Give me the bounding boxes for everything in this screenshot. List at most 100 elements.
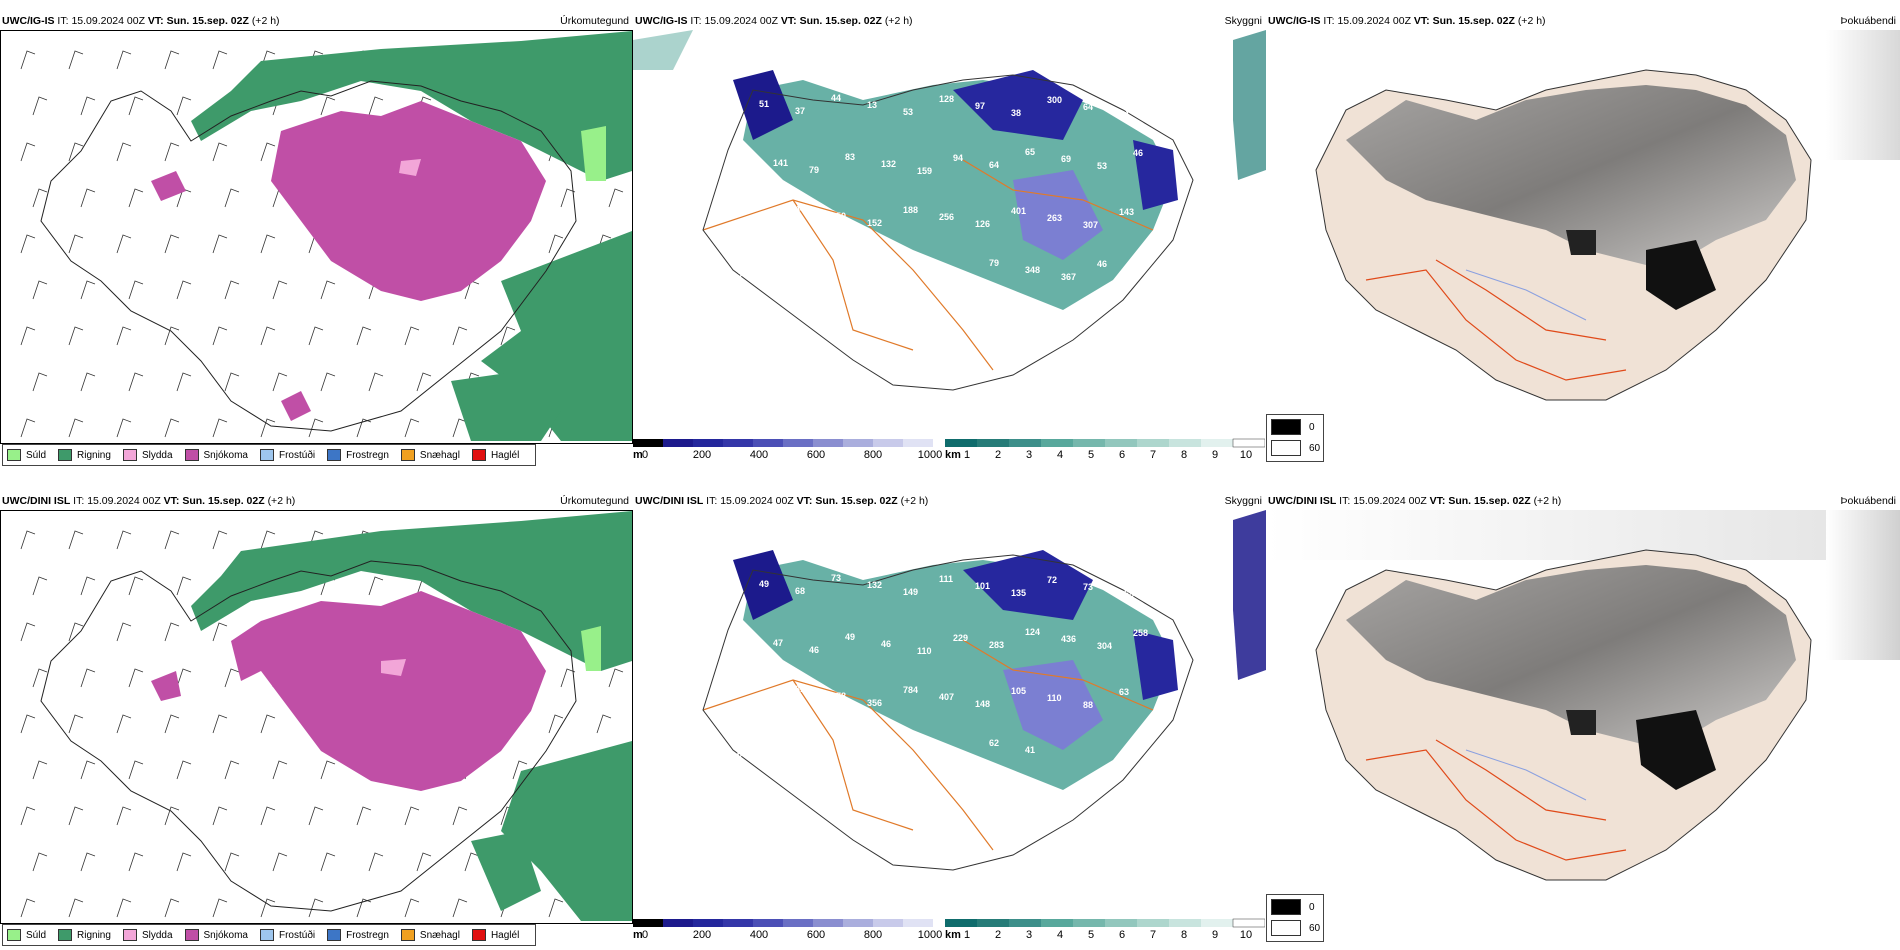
mountain-labels: 67 49 68 73 132 149 111 101 135 72 73 158 58 47 46 49 46… bbox=[723, 572, 1148, 766]
panel-title: Þokuábendi bbox=[1840, 495, 1896, 507]
fog-map[interactable] bbox=[1266, 30, 1900, 430]
panel-title: Skyggni bbox=[1224, 495, 1262, 507]
legend-swatch bbox=[184, 449, 199, 461]
summit-label: 172 bbox=[845, 270, 860, 280]
summit-label: 270 bbox=[881, 257, 896, 267]
legend-item: Frostúði bbox=[259, 449, 315, 461]
summit-label: 101 bbox=[975, 581, 990, 591]
summit-label: 37 bbox=[759, 217, 769, 227]
summit-label: 68 bbox=[795, 586, 805, 596]
model-name: UWC/DINI ISL bbox=[635, 495, 704, 507]
cloud-panel-row2: UWC/DINI ISL IT: 15.09.2024 00Z VT: Sun.… bbox=[633, 492, 1266, 944]
wind-barb bbox=[68, 622, 84, 642]
wind-barb bbox=[164, 234, 180, 254]
summit-label: 401 bbox=[1011, 206, 1026, 216]
wind-barb bbox=[32, 668, 48, 688]
summit-label: 63 bbox=[1119, 687, 1129, 697]
summit-label: 143 bbox=[1119, 207, 1134, 217]
wind-barb bbox=[80, 760, 96, 780]
valid-time: Sun. 15.sep. 02Z bbox=[815, 495, 898, 507]
wind-barb bbox=[212, 234, 228, 254]
summit-label: 178 bbox=[831, 691, 846, 701]
summit-label: 309 bbox=[917, 744, 932, 754]
wind-barb bbox=[416, 372, 432, 392]
cbar-tick: 1000 bbox=[917, 449, 943, 461]
wind-barb bbox=[212, 622, 228, 642]
init-time: 15.09.2024 00Z bbox=[1353, 495, 1427, 507]
summit-label: 319 bbox=[795, 684, 810, 694]
summit-label: 65 bbox=[1025, 147, 1035, 157]
wind-barb bbox=[404, 806, 420, 826]
summit-label: 152 bbox=[867, 218, 882, 228]
wind-barb bbox=[320, 760, 336, 780]
cloud-map[interactable]: 67 49 68 73 132 149 111 101 135 72 73 158 58 47 46 49 46… bbox=[633, 510, 1266, 910]
summit-label: 348 bbox=[1025, 265, 1040, 275]
cbar-tick: 400 bbox=[749, 449, 769, 461]
summit-label: 150 bbox=[831, 211, 846, 221]
summit-label: 158 bbox=[1119, 589, 1134, 599]
summit-label: 69 bbox=[723, 92, 733, 102]
wind-barb bbox=[68, 326, 84, 346]
legend-swatch bbox=[1271, 899, 1301, 915]
init-time: 15.09.2024 00Z bbox=[87, 495, 161, 507]
cbar-tick: 0 bbox=[641, 929, 649, 941]
fog-map[interactable] bbox=[1266, 510, 1900, 910]
legend-swatch bbox=[58, 449, 73, 461]
wind-barb bbox=[128, 852, 144, 872]
cloud-map[interactable]: 69 51 37 44 13 53 128 97 38 300 64 34 84 141 79 83 132 15… bbox=[633, 30, 1266, 430]
cbar-tick: 6 bbox=[1118, 449, 1126, 461]
wind-barb bbox=[20, 714, 36, 734]
wind-barb bbox=[608, 668, 624, 688]
legend-item: Súld bbox=[7, 929, 46, 941]
precip-map[interactable] bbox=[0, 30, 633, 444]
wind-barb bbox=[80, 372, 96, 392]
wind-barb bbox=[128, 188, 144, 208]
lead-time: (+2 h) bbox=[1517, 15, 1546, 27]
wind-barb bbox=[500, 326, 516, 346]
summit-label: 407 bbox=[939, 692, 954, 702]
wind-barb bbox=[20, 806, 36, 826]
wind-barb bbox=[20, 530, 36, 550]
wind-barb bbox=[68, 418, 84, 438]
wind-barb bbox=[308, 326, 324, 346]
wind-barb bbox=[164, 142, 180, 162]
wind-barb bbox=[320, 96, 336, 116]
precip-map[interactable] bbox=[0, 510, 633, 924]
summit-label: 64 bbox=[989, 160, 999, 170]
summit-label: 124 bbox=[953, 271, 968, 281]
panel-title: Úrkomutegund bbox=[560, 495, 629, 507]
panel-header: UWC/DINI ISL IT: 15.09.2024 00Z VT: Sun.… bbox=[0, 492, 633, 510]
wind-barb bbox=[176, 372, 192, 392]
wind-barb bbox=[20, 326, 36, 346]
summit-label: 58 bbox=[737, 631, 747, 641]
wind-barb bbox=[356, 806, 372, 826]
summit-label: 94 bbox=[953, 153, 963, 163]
cbar-tick: 10 bbox=[1239, 929, 1253, 941]
wind-barb bbox=[368, 372, 384, 392]
summit-label: 300 bbox=[1047, 95, 1062, 105]
legend-item: Frostregn bbox=[327, 449, 389, 461]
wind-barb bbox=[452, 898, 468, 918]
wind-barb bbox=[128, 760, 144, 780]
legend-item: Haglél bbox=[471, 449, 519, 461]
fog-panel-row2: UWC/DINI ISL IT: 15.09.2024 00Z VT: Sun.… bbox=[1266, 492, 1900, 944]
precip-legend: Súld Rigning Slydda Snjókoma Frostúði Fr… bbox=[2, 444, 537, 466]
wind-barb bbox=[128, 576, 144, 596]
cbar-tick: 3 bbox=[1025, 929, 1033, 941]
summit-label: 49 bbox=[845, 632, 855, 642]
panel-header: UWC/IG-IS IT: 15.09.2024 00Z VT: Sun. 15… bbox=[633, 12, 1266, 30]
summit-label: 110 bbox=[1047, 693, 1062, 703]
wind-barb bbox=[68, 142, 84, 162]
panel-header: UWC/DINI ISL IT: 15.09.2024 00Z VT: Sun.… bbox=[633, 492, 1266, 510]
legend-swatch bbox=[471, 929, 486, 941]
wind-barb bbox=[272, 760, 288, 780]
lead-time: (+2 h) bbox=[884, 15, 913, 27]
wind-barb bbox=[212, 142, 228, 162]
summit-label: 208 bbox=[809, 743, 824, 753]
valid-time: Sun. 15.sep. 02Z bbox=[799, 15, 882, 27]
legend-item: Snjókoma bbox=[184, 929, 248, 941]
valid-time: Sun. 15.sep. 02Z bbox=[1448, 495, 1531, 507]
summit-label: 149 bbox=[903, 587, 918, 597]
summit-label: 784 bbox=[903, 685, 918, 695]
legend-swatch bbox=[7, 929, 21, 941]
